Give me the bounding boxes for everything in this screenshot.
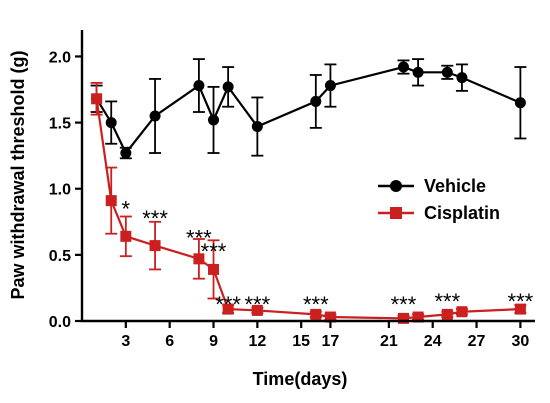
- legend: Vehicle Cisplatin: [378, 176, 500, 223]
- significance-label: *: [122, 197, 131, 222]
- y-axis-label: Paw withdrawal threshold (g): [8, 50, 28, 299]
- data-point: [208, 263, 220, 275]
- data-point: [149, 110, 161, 122]
- data-point: [310, 95, 322, 107]
- data-point: [456, 306, 468, 318]
- data-point: [105, 117, 117, 129]
- significance-label: ***: [245, 292, 271, 317]
- legend-marker: [390, 207, 402, 219]
- data-point: [149, 240, 161, 252]
- data-point: [120, 230, 132, 242]
- x-tick-label: 3: [121, 333, 130, 350]
- x-tick-label: 9: [209, 333, 218, 350]
- data-point: [208, 114, 220, 126]
- data-point: [441, 66, 453, 78]
- y-tick-label: 1.5: [49, 116, 71, 133]
- data-point: [120, 147, 132, 159]
- vehicle-line: [95, 65, 521, 156]
- significance-label: ***: [215, 292, 241, 317]
- legend-label: Cisplatin: [424, 203, 500, 223]
- plot-area: * ************ *** *** *** *** ***: [90, 58, 534, 324]
- data-point: [397, 312, 409, 324]
- x-tick-label: 21: [380, 333, 398, 350]
- legend-marker: [390, 180, 402, 192]
- legend-item-vehicle: Vehicle: [378, 176, 486, 196]
- x-tick-label: 15: [292, 333, 310, 350]
- axes: 0.0 0.5 1.0 1.5 2.0 3 6 9 12 15 17 21 24 27 30: [49, 30, 535, 350]
- series-vehicle: [90, 58, 527, 160]
- x-tick-label: 24: [424, 333, 442, 350]
- data-point: [441, 308, 453, 320]
- significance-label: ***: [186, 226, 212, 251]
- x-tick-label: 12: [248, 333, 266, 350]
- data-point: [222, 81, 234, 93]
- data-point: [324, 311, 336, 323]
- significance-label: ***: [201, 239, 227, 264]
- x-tick-label: 27: [468, 333, 486, 350]
- significance-label: ***: [303, 292, 329, 317]
- data-point: [251, 304, 263, 316]
- data-point: [514, 97, 526, 109]
- data-point: [91, 93, 103, 105]
- data-point: [397, 61, 409, 73]
- x-axis-label: Time(days): [253, 369, 348, 389]
- data-point: [456, 72, 468, 84]
- data-point: [105, 195, 117, 207]
- y-tick-label: 1.0: [49, 182, 71, 199]
- x-tick-label: 6: [165, 333, 174, 350]
- data-point: [412, 66, 424, 78]
- x-tick-label: 17: [322, 333, 340, 350]
- significance-label: ***: [142, 206, 168, 231]
- series-cisplatin: [90, 82, 527, 324]
- data-point: [514, 303, 526, 315]
- x-tick-label: 30: [511, 333, 529, 350]
- y-tick-label: 0.0: [49, 314, 71, 331]
- legend-label: Vehicle: [424, 176, 486, 196]
- data-point: [193, 253, 205, 265]
- data-point: [193, 80, 205, 92]
- significance-label: ***: [508, 289, 534, 314]
- y-tick-label: 2.0: [49, 49, 71, 66]
- y-tick-label: 0.5: [49, 248, 71, 265]
- data-point: [310, 308, 322, 320]
- significance-label: ***: [391, 292, 417, 317]
- data-point: [324, 80, 336, 92]
- significance-label: ***: [434, 289, 460, 314]
- legend-item-cisplatin: Cisplatin: [378, 203, 500, 223]
- data-point: [412, 311, 424, 323]
- data-point: [222, 303, 234, 315]
- data-point: [251, 121, 263, 133]
